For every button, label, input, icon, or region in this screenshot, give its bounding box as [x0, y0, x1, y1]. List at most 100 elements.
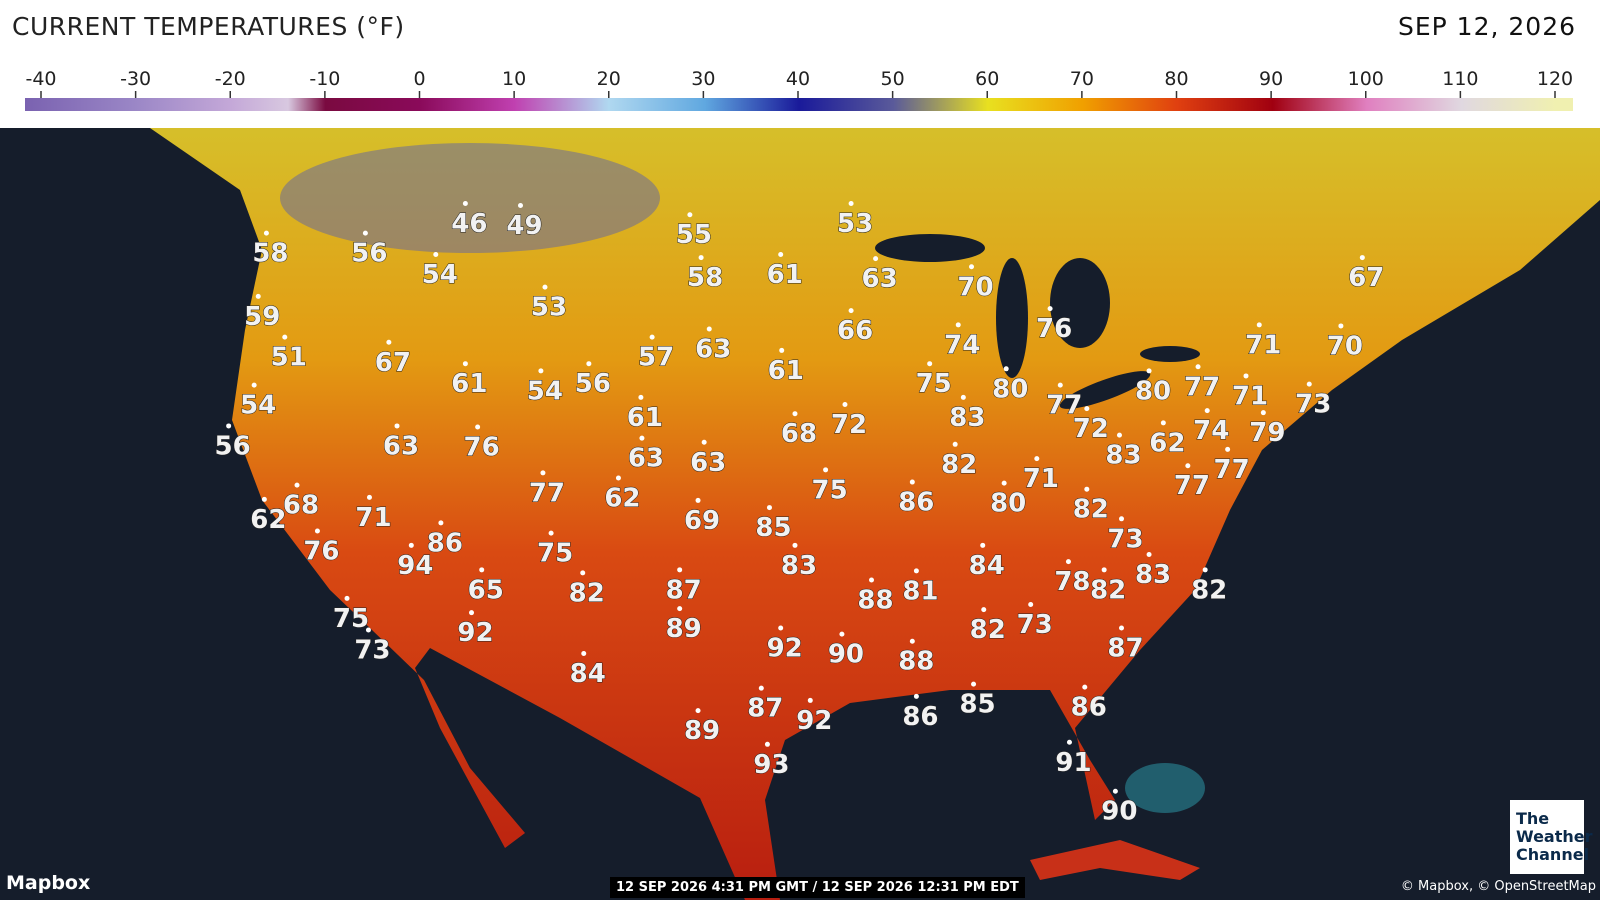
colorbar-tick-label: -10 — [309, 68, 340, 90]
lake-michigan — [996, 258, 1028, 378]
station-dot — [969, 264, 975, 270]
station-temperature: 86 — [427, 528, 463, 558]
station-dot — [226, 423, 232, 429]
station-dot — [580, 570, 586, 576]
logo: The Weather Channel — [1510, 800, 1593, 874]
station-dot — [1195, 364, 1201, 370]
station-dot — [913, 568, 919, 574]
station-temperature: 88 — [898, 647, 934, 677]
station-temperature: 82 — [1191, 575, 1227, 605]
station-dot — [581, 650, 587, 656]
station-dot — [517, 203, 523, 209]
station-dot — [807, 697, 813, 703]
station-dot — [263, 230, 269, 236]
colorbar-tick-label: 0 — [413, 68, 425, 90]
station-temperature: 61 — [768, 356, 804, 386]
station-temperature: 51 — [271, 343, 307, 373]
station-temperature: 67 — [1348, 263, 1384, 293]
station-temperature: 63 — [628, 444, 664, 474]
station-temperature: 65 — [468, 575, 504, 605]
station-temperature: 92 — [767, 633, 803, 663]
station-temperature: 75 — [811, 475, 847, 505]
station-temperature: 67 — [375, 348, 411, 378]
station-temperature: 77 — [1214, 455, 1250, 485]
station-temperature: 72 — [1073, 414, 1109, 444]
station-temperature: 83 — [781, 551, 817, 581]
station-temperature: 94 — [397, 551, 433, 581]
station-temperature: 74 — [1193, 416, 1229, 446]
station-dot — [677, 567, 683, 573]
station-dot — [1028, 602, 1034, 608]
station-temperature: 68 — [283, 491, 319, 521]
station-dot — [909, 479, 915, 485]
station-dot — [779, 347, 785, 353]
station-dot — [1185, 463, 1191, 469]
station-temperature: 57 — [638, 343, 674, 373]
station-dot — [462, 200, 468, 206]
station-dot — [438, 520, 444, 526]
station-dot — [695, 708, 701, 714]
station-temperature: 87 — [747, 694, 783, 724]
station-dot — [294, 482, 300, 488]
station-temperature: 85 — [959, 690, 995, 720]
station-dot — [366, 494, 372, 500]
station-dot — [1065, 559, 1071, 565]
station-temperature: 63 — [695, 335, 731, 365]
colorbar-tick-label: 120 — [1537, 68, 1573, 90]
timestamp: 12 SEP 2026 4:31 PM GMT / 12 SEP 2026 12… — [610, 877, 1025, 898]
station-temperature: 88 — [857, 586, 893, 616]
station-dot — [1202, 567, 1208, 573]
station-dot — [538, 368, 544, 374]
station-temperature: 82 — [1090, 575, 1126, 605]
station-dot — [1082, 684, 1088, 690]
station-temperature: 62 — [604, 483, 640, 513]
station-temperature: 46 — [451, 209, 487, 239]
station-temperature: 63 — [383, 431, 419, 461]
station-dot — [282, 334, 288, 340]
map: 58 56 46 49 54 55 58 61 53 63 70 67 59 51 53 67 57 63 66 74… — [0, 128, 1600, 900]
station-dot — [639, 435, 645, 441]
date: SEP 12, 2026 — [1397, 12, 1576, 41]
station-dot — [344, 595, 350, 601]
station-dot — [706, 326, 712, 332]
station-dot — [548, 530, 554, 536]
station-dot — [1034, 456, 1040, 462]
lake-erie — [1059, 371, 1151, 409]
station-temperature: 77 — [1184, 372, 1220, 402]
station-temperature: 89 — [666, 614, 702, 644]
station-dot — [314, 528, 320, 534]
station-temperature: 70 — [957, 272, 993, 302]
station-dot — [1119, 625, 1125, 631]
station-dot — [695, 497, 701, 503]
colorbar-tick-label: 50 — [881, 68, 905, 90]
station-dot — [1003, 366, 1009, 372]
station-dot — [909, 638, 915, 644]
station-dot — [586, 361, 592, 367]
station-temperature: 61 — [767, 260, 803, 290]
bahamas-shallows — [1125, 763, 1205, 813]
station-temperature: 54 — [240, 391, 276, 421]
station-dot — [1359, 255, 1365, 261]
station-dot — [1243, 373, 1249, 379]
station-temperature: 76 — [464, 432, 500, 462]
station-dot — [1260, 410, 1266, 416]
station-temperature: 73 — [1107, 524, 1143, 554]
station-temperature: 73 — [354, 636, 390, 666]
station-dot — [475, 424, 481, 430]
station-temperature: 87 — [666, 575, 702, 605]
station-temperature: 85 — [755, 513, 791, 543]
station-temperature: 74 — [944, 330, 980, 360]
attribution: © Mapbox, © OpenStreetMap — [1400, 879, 1596, 894]
station-dot — [1112, 788, 1118, 794]
colorbar-tick-label: -40 — [25, 68, 56, 90]
station-temperature: 56 — [575, 369, 611, 399]
station-dot — [638, 394, 644, 400]
station-temperature: 49 — [506, 211, 542, 241]
station-dot — [687, 212, 693, 218]
station-temperature: 89 — [684, 716, 720, 746]
colorbar-tick-label: -20 — [215, 68, 246, 90]
station-dot — [1101, 567, 1107, 573]
station-temperature: 63 — [690, 448, 726, 478]
station-dot — [394, 423, 400, 429]
